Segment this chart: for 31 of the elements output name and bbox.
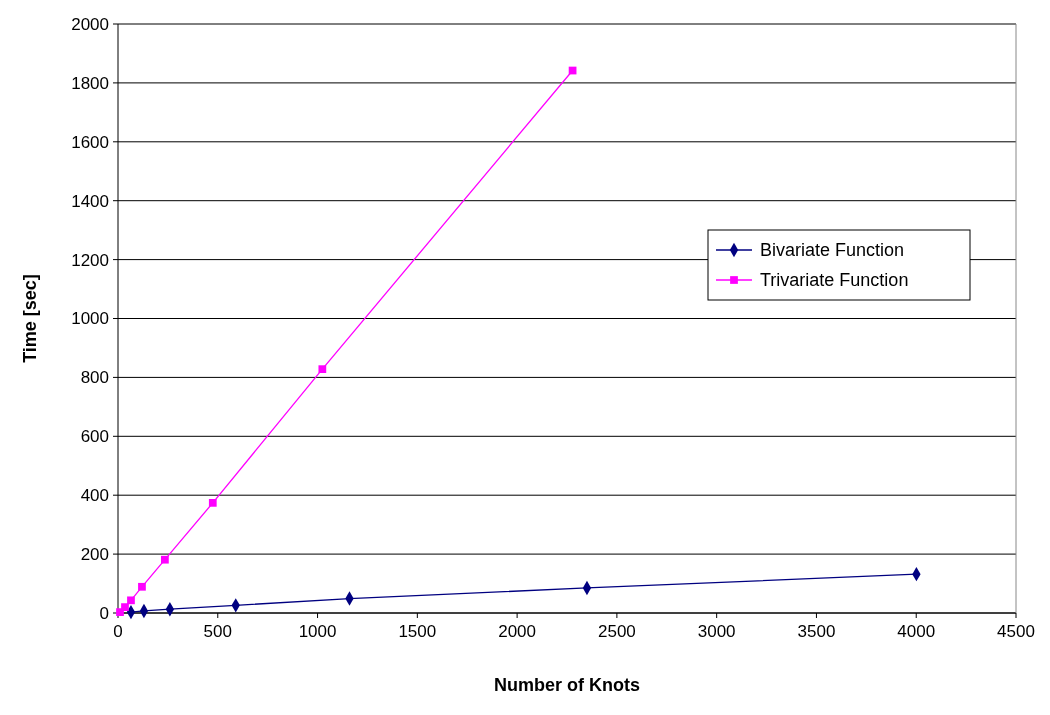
point [208, 498, 217, 507]
x-tick-label: 0 [113, 622, 123, 641]
y-tick-label: 400 [80, 486, 109, 506]
y-tick-label: 2000 [71, 14, 109, 34]
x-axis-title: Number of Knots [494, 675, 640, 695]
legend-label: Bivariate Function [760, 240, 905, 261]
legend-label: Trivariate Function [760, 270, 909, 291]
x-tick-label: 3000 [697, 622, 736, 641]
y-tick-label: 800 [80, 368, 109, 388]
point [121, 603, 129, 611]
x-tick-label: 500 [203, 622, 232, 641]
x-tick-label: 3500 [797, 622, 836, 641]
y-tick-label: 600 [80, 427, 109, 447]
x-tick-label: 4000 [897, 622, 936, 641]
y-tick-label: 1800 [71, 73, 109, 93]
y-tick-label: 1000 [71, 309, 109, 329]
x-tick-label: 2000 [498, 622, 537, 641]
y-tick-label: 1400 [71, 191, 109, 211]
x-tick-label: 4500 [997, 622, 1035, 641]
point [318, 365, 327, 374]
y-tick-label: 1200 [71, 250, 109, 270]
point [161, 555, 169, 564]
y-tick-label: 1600 [71, 132, 109, 152]
x-tick-label: 2500 [597, 622, 636, 641]
x-tick-label: 1500 [398, 622, 437, 641]
y-tick-label: 0 [99, 603, 109, 623]
y-tick-label: 200 [80, 545, 109, 565]
point [138, 582, 146, 591]
point [127, 596, 135, 605]
y-axis-title: Time [sec] [20, 274, 40, 363]
x-tick-label: 1000 [298, 622, 337, 641]
